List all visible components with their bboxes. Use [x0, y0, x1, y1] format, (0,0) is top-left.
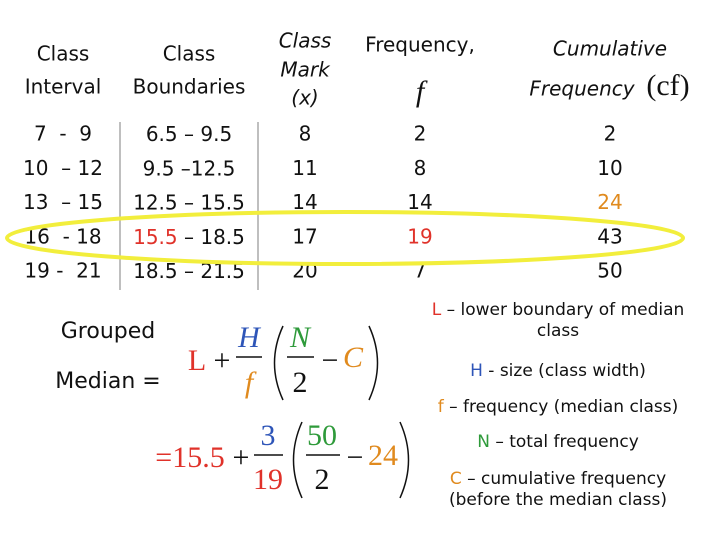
text: – cumulative frequency (before the media… [448, 469, 667, 510]
term: f [245, 366, 257, 399]
definition: H - size (class width) [418, 361, 698, 382]
paren [399, 421, 410, 499]
cell: 6.5 – 9.5 [146, 122, 232, 146]
term: N [289, 321, 312, 354]
symbol: C [449, 469, 462, 489]
header: Interval [25, 75, 102, 99]
text: – frequency (median class) [443, 397, 679, 417]
label: Grouped [61, 319, 155, 344]
cell-part: 6.5 [146, 122, 178, 146]
definition: C – cumulative frequency (before the med… [418, 469, 698, 511]
term: H [237, 321, 262, 354]
cell: 11 [292, 156, 317, 180]
cell: 14 [407, 190, 432, 214]
term: + [233, 441, 250, 474]
definition: L – lower boundary of median class [418, 300, 698, 342]
header: Class [163, 42, 216, 66]
cell: 19 [407, 224, 432, 248]
symbol: L [431, 300, 442, 320]
paren [292, 421, 303, 499]
formula: L + H f N 2 − C [188, 321, 379, 401]
term: − [322, 344, 339, 377]
header: Class [37, 42, 90, 66]
term: + [214, 344, 231, 377]
cell-part: – 9.5 [178, 122, 233, 146]
header: f [416, 75, 428, 108]
header: (cf) [646, 69, 689, 102]
term: 50 [307, 419, 337, 452]
cell: 19 - 21 [24, 259, 101, 283]
term: − [347, 441, 364, 474]
term: 2 [293, 366, 308, 399]
definition: N – total frequency [418, 432, 698, 453]
header: Boundaries [133, 75, 246, 99]
cell: 10 – 12 [23, 156, 103, 180]
cell-part: 12.5 [133, 190, 178, 214]
cell: 2 [414, 122, 427, 146]
cell: 15.5 – 18.5 [133, 224, 245, 248]
paren [368, 325, 379, 401]
cell-part: 15.5 [133, 224, 178, 248]
term: 19 [253, 463, 283, 496]
symbol: H [470, 361, 483, 381]
definition: f – frequency (median class) [418, 397, 698, 418]
header: Class [279, 29, 332, 53]
header: (x) [291, 86, 318, 110]
cell: 2 [604, 122, 617, 146]
text: – lower boundary of median class [441, 300, 685, 341]
term: 3 [261, 419, 276, 452]
highlight [5, 210, 685, 266]
symbol: f [437, 397, 444, 417]
cell: 9.5 –12.5 [143, 156, 236, 180]
term: C [343, 341, 364, 374]
cell: 13 – 15 [23, 190, 103, 214]
term: 2 [315, 463, 330, 496]
cell-part: 9.5 [143, 156, 175, 180]
paren [273, 325, 284, 401]
symbol: N [477, 432, 490, 452]
text: – total frequency [489, 432, 639, 452]
cell-part: 18.5 [133, 259, 178, 283]
header: Mark [280, 58, 331, 82]
term: L [188, 344, 206, 377]
text: - size (class width) [482, 361, 646, 381]
cell: 10 [597, 156, 622, 180]
table-body: 7 - 9 6.5 – 9.5 8 2 2 10 – 12 9.5 –12.5 11 8 10 13… [23, 122, 623, 283]
header: Cumulative [553, 37, 667, 61]
cell-part: –12.5 [174, 156, 235, 180]
cell: 8 [299, 122, 312, 146]
label: Median = [55, 369, 160, 394]
substitution: =15.5 + 3 19 50 2 − 24 [155, 419, 410, 499]
cell: 12.5 – 15.5 [133, 190, 245, 214]
header: Frequency, [365, 33, 475, 57]
term: 24 [368, 439, 398, 472]
term: =15.5 [155, 441, 224, 474]
cell-part: – 18.5 [178, 224, 245, 248]
cell: 50 [597, 259, 622, 283]
cell: 24 [597, 190, 622, 214]
cell: 17 [292, 224, 317, 248]
cell: 8 [414, 156, 427, 180]
header: Frequency [529, 77, 635, 101]
cell-part: – 15.5 [178, 190, 245, 214]
cell: 43 [597, 224, 622, 248]
cell: 7 - 9 [34, 122, 92, 146]
